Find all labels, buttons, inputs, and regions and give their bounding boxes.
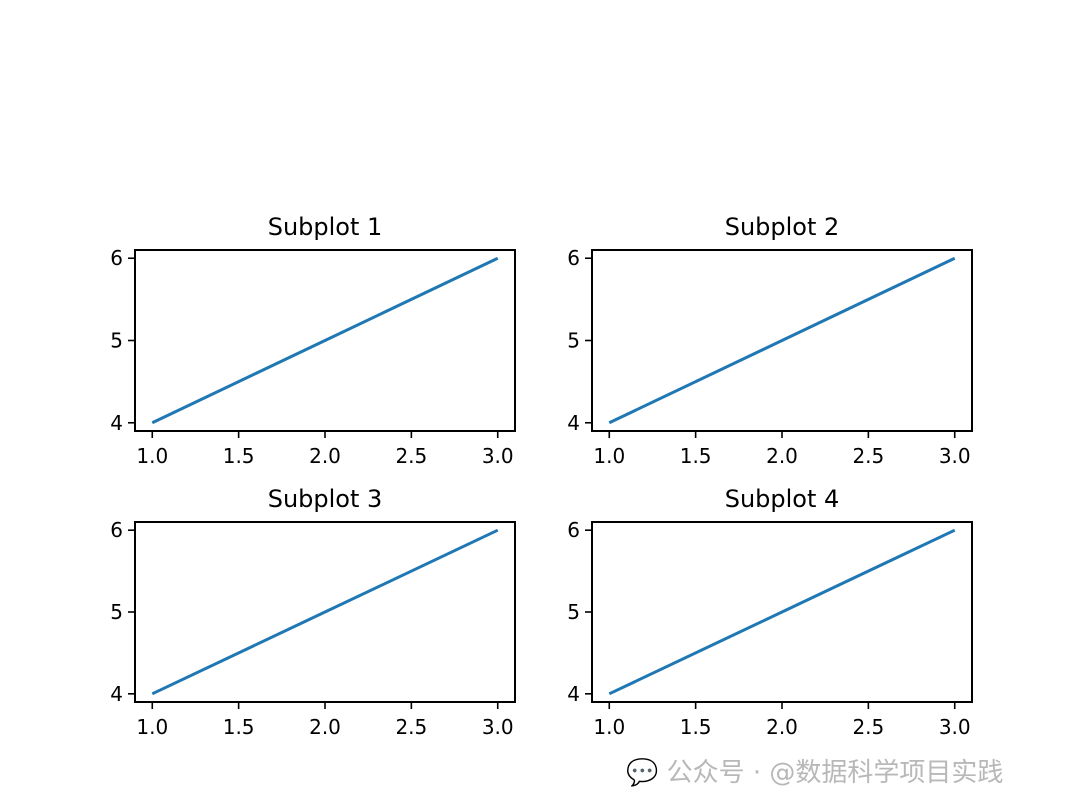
x-tick-label: 3.0 bbox=[482, 444, 514, 468]
x-tick-label: 2.5 bbox=[852, 444, 884, 468]
watermark: 💬 公众号 · @数据科学项目实践 bbox=[626, 752, 1003, 789]
y-tick-label: 4 bbox=[567, 411, 580, 435]
y-tick-label: 4 bbox=[110, 682, 123, 706]
x-tick-label: 2.0 bbox=[309, 444, 341, 468]
x-tick-label: 1.5 bbox=[680, 444, 712, 468]
y-tick-label: 5 bbox=[110, 329, 123, 353]
y-tick-label: 6 bbox=[110, 518, 123, 542]
x-tick-label: 1.0 bbox=[593, 715, 625, 739]
wechat-icon: 💬 bbox=[626, 758, 659, 788]
series-line bbox=[151, 528, 499, 696]
y-tick-label: 6 bbox=[567, 518, 580, 542]
x-tick-label: 2.0 bbox=[766, 444, 798, 468]
y-tick-label: 5 bbox=[567, 329, 580, 353]
x-tick-label: 2.0 bbox=[309, 715, 341, 739]
x-tick-label: 1.0 bbox=[136, 444, 168, 468]
subplot-title: Subplot 3 bbox=[268, 485, 383, 513]
x-tick-label: 1.0 bbox=[136, 715, 168, 739]
watermark-text: 公众号 · @数据科学项目实践 bbox=[666, 758, 1004, 788]
subplot-2: 1.0 1.5 2.0 2.5 3.0 4 5 6 Subplot 2 bbox=[567, 213, 973, 468]
y-tick-label: 6 bbox=[110, 246, 123, 270]
subplot-4: 1.0 1.5 2.0 2.5 3.0 4 5 6 Subplot 4 bbox=[567, 485, 973, 739]
subplot-3: 1.0 1.5 2.0 2.5 3.0 4 5 6 Subplot 3 bbox=[110, 485, 516, 739]
x-tick-label: 1.5 bbox=[680, 715, 712, 739]
x-tick-label: 1.5 bbox=[223, 715, 255, 739]
y-tick-label: 5 bbox=[567, 600, 580, 624]
x-tick-label: 2.0 bbox=[766, 715, 798, 739]
y-tick-label: 5 bbox=[110, 600, 123, 624]
subplot-title: Subplot 1 bbox=[268, 213, 383, 241]
series-line bbox=[151, 256, 499, 425]
series-line bbox=[608, 256, 956, 425]
series-line bbox=[608, 528, 956, 696]
subplot-title: Subplot 4 bbox=[725, 485, 840, 513]
x-tick-label: 2.5 bbox=[395, 444, 427, 468]
y-tick-label: 6 bbox=[567, 246, 580, 270]
y-tick-label: 4 bbox=[567, 682, 580, 706]
x-tick-label: 2.5 bbox=[395, 715, 427, 739]
x-tick-label: 1.0 bbox=[593, 444, 625, 468]
x-tick-label: 3.0 bbox=[482, 715, 514, 739]
y-tick-label: 4 bbox=[110, 411, 123, 435]
subplot-title: Subplot 2 bbox=[725, 213, 840, 241]
x-tick-label: 3.0 bbox=[939, 715, 971, 739]
x-tick-label: 1.5 bbox=[223, 444, 255, 468]
x-tick-label: 3.0 bbox=[939, 444, 971, 468]
subplot-1: 1.0 1.5 2.0 2.5 3.0 4 5 6 Subplot 1 bbox=[110, 213, 516, 468]
x-tick-label: 2.5 bbox=[852, 715, 884, 739]
